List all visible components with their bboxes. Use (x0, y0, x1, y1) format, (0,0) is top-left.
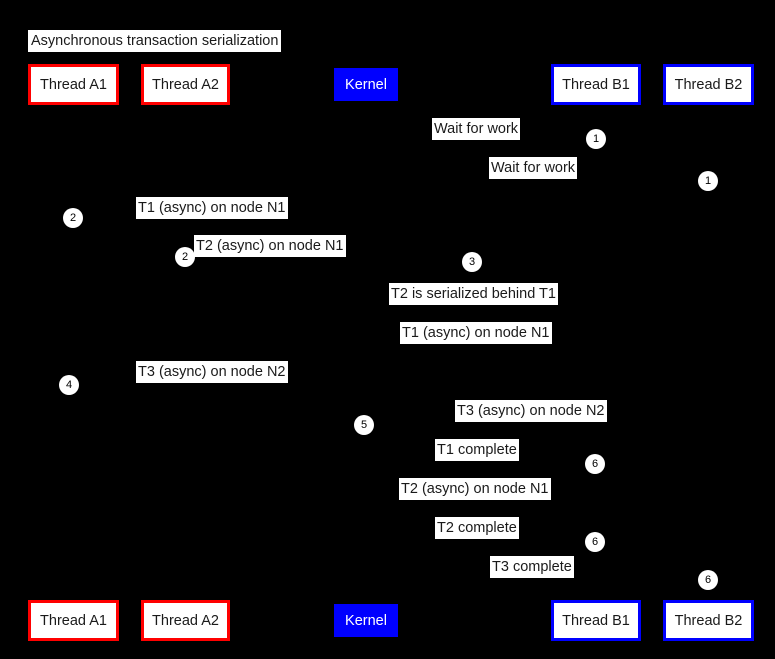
participant-label: Thread A1 (40, 612, 107, 629)
participant-label: Thread A2 (152, 76, 219, 93)
message-line-12 (365, 578, 708, 579)
step-badge-5-kernel: 5 (354, 415, 374, 435)
step-badge-6-b2: 6 (698, 570, 718, 590)
message-label-t3-complete: T3 complete (490, 556, 574, 578)
message-label-t3-async-n2-a: T3 (async) on node N2 (136, 361, 288, 383)
message-line-9 (365, 461, 596, 462)
participant-label: Kernel (345, 76, 387, 93)
message-line-8 (365, 422, 708, 423)
participant-bottom-thread-a1[interactable]: Thread A1 (28, 600, 119, 641)
participant-bottom-kernel[interactable]: Kernel (334, 604, 398, 637)
participant-bottom-thread-b2[interactable]: Thread B2 (663, 600, 754, 641)
lifeline-thread-a2 (185, 105, 186, 600)
message-line-3 (73, 219, 365, 220)
message-line-10 (365, 500, 596, 501)
participant-label: Thread A1 (40, 76, 107, 93)
message-label-t2-async-n1-b: T2 (async) on node N1 (399, 478, 551, 500)
message-line-11 (365, 539, 596, 540)
lifeline-thread-b2 (708, 105, 709, 600)
lifeline-thread-b1 (596, 105, 597, 600)
step-badge-6-b1-b: 6 (585, 532, 605, 552)
participant-label: Thread A2 (152, 612, 219, 629)
message-line-4 (185, 257, 365, 258)
message-label-t1-async-n1-b: T1 (async) on node N1 (400, 322, 552, 344)
participant-top-thread-b1[interactable]: Thread B1 (551, 64, 641, 105)
message-line-5 (365, 305, 596, 306)
participant-label: Kernel (345, 612, 387, 629)
participant-label: Thread B1 (562, 612, 630, 629)
diagram-title: Asynchronous transaction serialization (28, 30, 282, 52)
participant-label: Thread B2 (674, 612, 743, 629)
participant-label: Thread B1 (562, 76, 630, 93)
step-badge-2-a2: 2 (175, 247, 195, 267)
lifeline-thread-a1 (73, 105, 74, 600)
step-badge-1-b2: 1 (698, 171, 718, 191)
message-label-t2-complete: T2 complete (435, 517, 519, 539)
participant-label: Thread B2 (674, 76, 743, 93)
message-label-t2-serialized-behind-t1: T2 is serialized behind T1 (389, 283, 558, 305)
lifeline-kernel (365, 101, 366, 604)
participant-top-kernel[interactable]: Kernel (334, 68, 398, 101)
message-label-t2-async-n1-a: T2 (async) on node N1 (194, 235, 346, 257)
message-label-t1-async-n1-a: T1 (async) on node N1 (136, 197, 288, 219)
participant-bottom-thread-a2[interactable]: Thread A2 (141, 600, 230, 641)
message-label-t1-complete: T1 complete (435, 439, 519, 461)
participant-top-thread-a2[interactable]: Thread A2 (141, 64, 230, 105)
step-badge-4-a1: 4 (59, 375, 79, 395)
message-label-wait-for-work-1: Wait for work (432, 118, 521, 140)
step-badge-6-b1-a: 6 (585, 454, 605, 474)
participant-bottom-thread-b1[interactable]: Thread B1 (551, 600, 641, 641)
step-badge-1-b1: 1 (586, 129, 606, 149)
message-line-7 (73, 383, 365, 384)
message-label-t3-async-n2-b: T3 (async) on node N2 (455, 400, 607, 422)
message-label-wait-for-work-2: Wait for work (489, 157, 578, 179)
message-line-6 (365, 344, 596, 345)
participant-top-thread-a1[interactable]: Thread A1 (28, 64, 119, 105)
step-badge-2-a1: 2 (63, 208, 83, 228)
message-line-1 (365, 140, 596, 141)
participant-top-thread-b2[interactable]: Thread B2 (663, 64, 754, 105)
step-badge-3-kernel: 3 (462, 252, 482, 272)
